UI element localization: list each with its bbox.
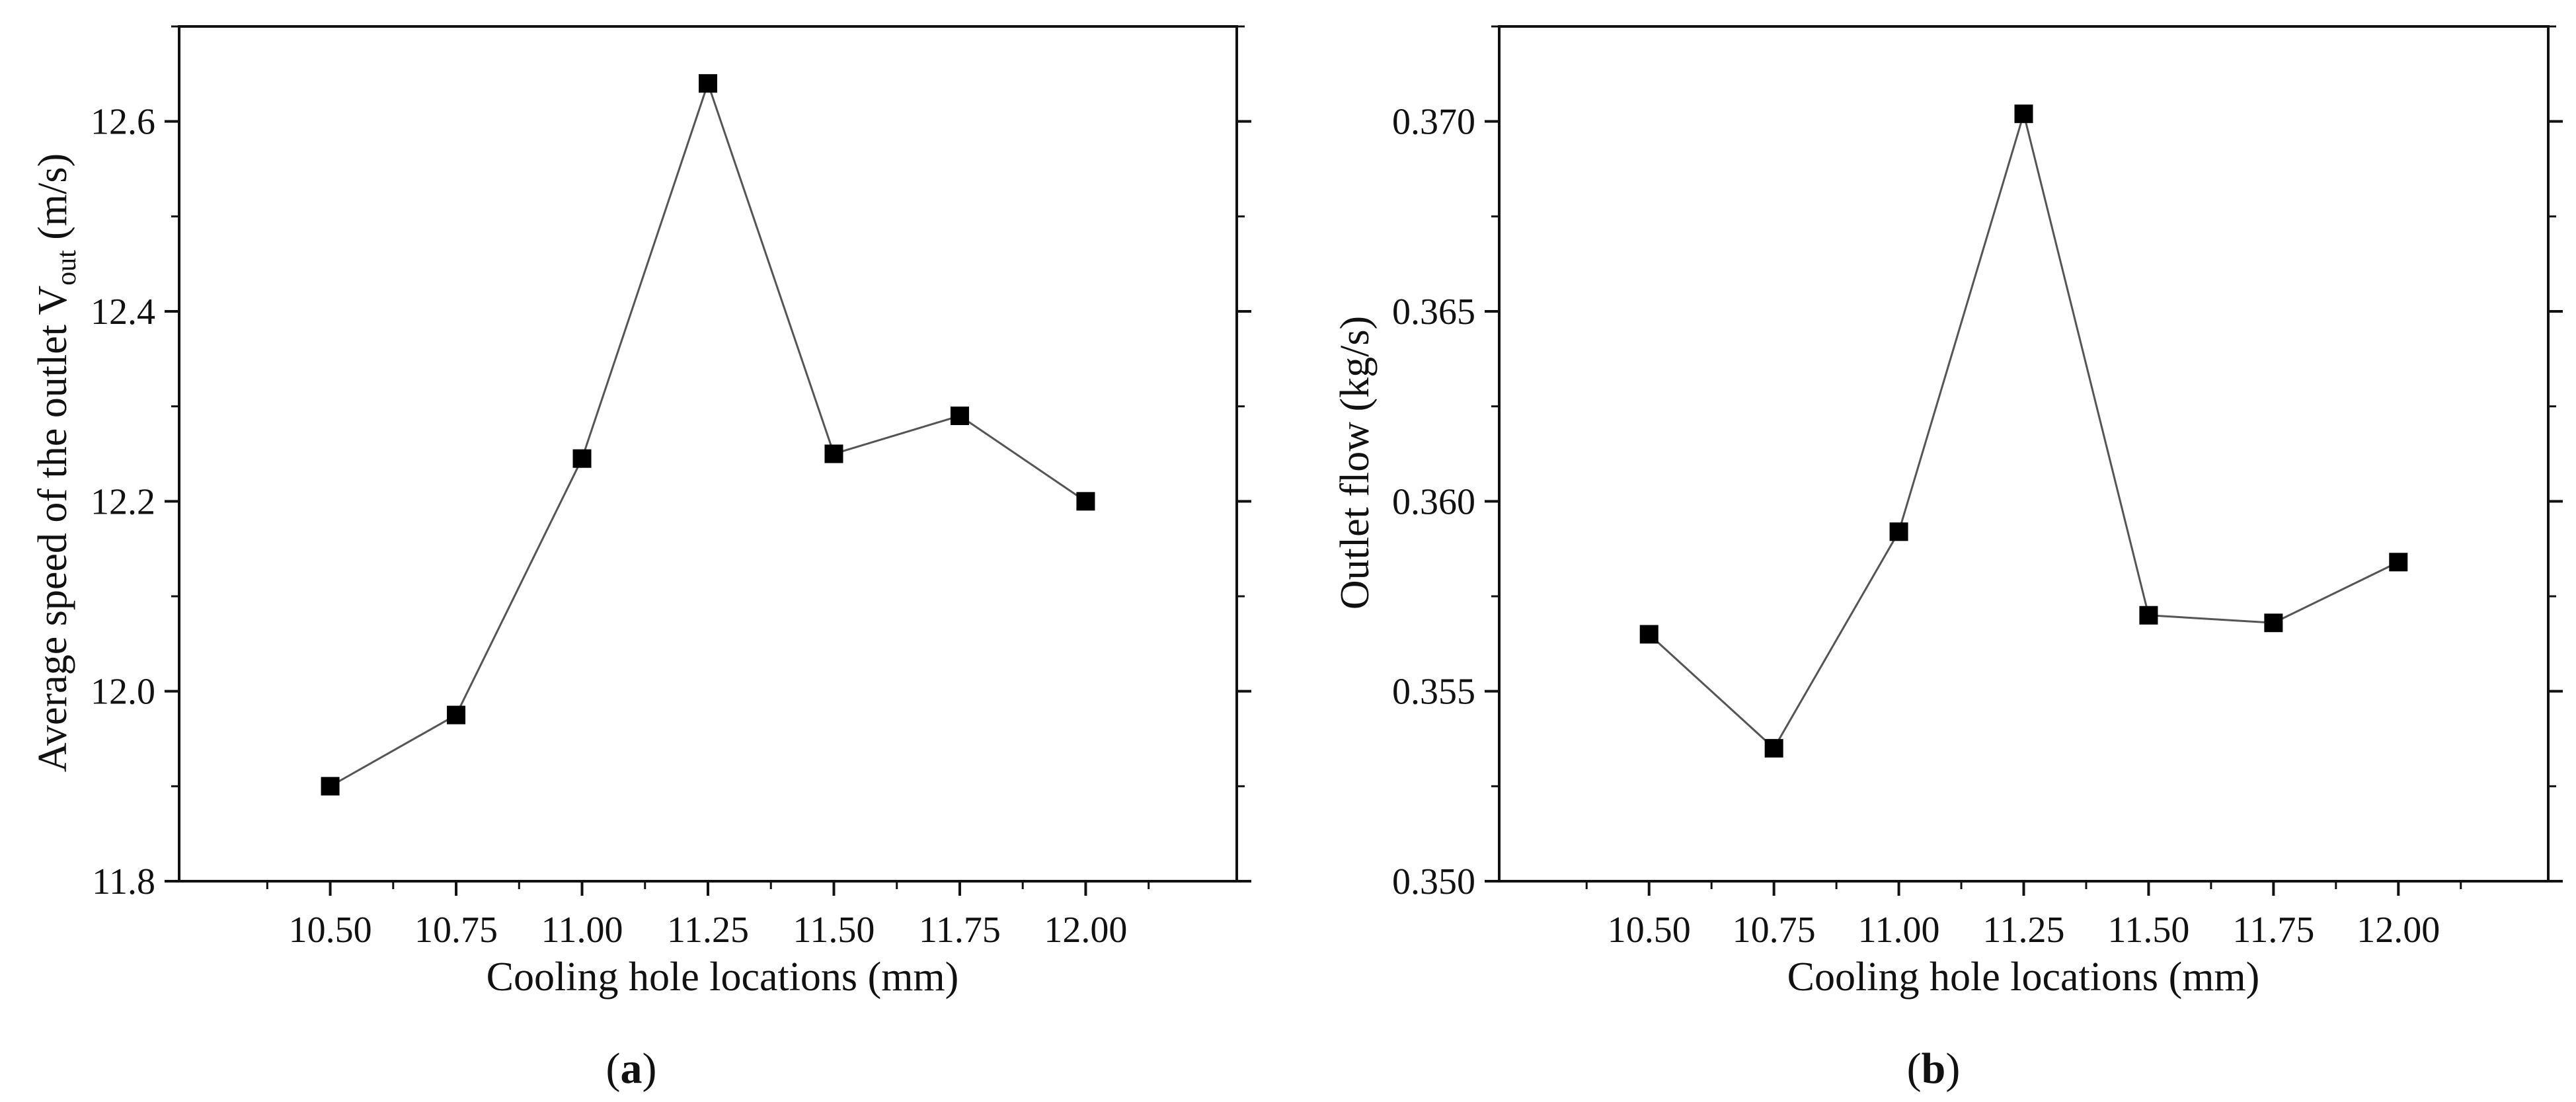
y-tick-label-a: 11.8 <box>92 861 155 902</box>
chart-panel-a: Average speed of the outlet Vout (m/s) C… <box>30 25 1251 1093</box>
data-point-b <box>1639 625 1659 644</box>
y-tick-label-a: 12.0 <box>91 672 155 713</box>
y-tick-label-b: 0.355 <box>1392 672 1475 713</box>
x-tick-label-b: 10.75 <box>1733 910 1816 951</box>
data-point-b <box>1764 738 1783 758</box>
x-tick-label-b: 11.50 <box>2107 910 2189 951</box>
y-tick-label-a: 12.2 <box>91 481 155 522</box>
x-tick-label-a: 11.00 <box>541 910 623 951</box>
x-tick-label-b: 11.75 <box>2232 910 2314 951</box>
data-point-b <box>2389 553 2408 572</box>
y-tick-label-a: 12.6 <box>91 102 155 143</box>
data-point-a <box>447 705 466 725</box>
data-point-a <box>572 449 592 468</box>
y-tick-label-b: 0.350 <box>1392 861 1475 902</box>
plot-frame-a <box>178 25 1238 883</box>
y-axis-title-b: Outlet flow (kg/s) <box>1333 316 1378 610</box>
x-tick-label-a: 11.25 <box>667 910 749 951</box>
x-tick-label-b: 11.00 <box>1858 910 1940 951</box>
panel-caption-a: (a) <box>606 1044 657 1093</box>
x-tick-label-a: 12.00 <box>1044 910 1127 951</box>
x-tick-label-b: 10.50 <box>1608 910 1691 951</box>
data-point-a <box>950 407 969 426</box>
data-point-b <box>1889 522 1908 541</box>
data-point-b <box>2264 613 2283 633</box>
x-tick-label-a: 11.50 <box>793 910 875 951</box>
y-tick-label-b: 0.365 <box>1392 292 1475 333</box>
x-axis-title-b: Cooling hole locations (mm) <box>1787 955 2260 1000</box>
x-tick-label-a: 11.75 <box>919 910 1001 951</box>
x-tick-label-b: 12.00 <box>2357 910 2440 951</box>
series-line-b <box>1648 110 2399 750</box>
panel-caption-b: (b) <box>1907 1044 1961 1093</box>
y-tick-label-b: 0.360 <box>1392 481 1475 522</box>
y-axis-title-a: Average speed of the outlet Vout (m/s) <box>30 153 82 772</box>
data-point-a <box>699 74 717 93</box>
data-point-a <box>824 444 843 463</box>
x-axis-title-a: Cooling hole locations (mm) <box>487 955 959 1000</box>
plot-frame-b <box>1498 25 2550 883</box>
y-tick-label-a: 12.4 <box>91 292 155 333</box>
x-tick-label-a: 10.75 <box>414 910 498 951</box>
data-point-b <box>2014 104 2033 124</box>
data-point-b <box>2139 606 2158 625</box>
data-point-a <box>1076 492 1095 511</box>
chart-panel-b: Outlet flow (kg/s) Cooling hole location… <box>1333 25 2563 1093</box>
x-tick-label-b: 11.25 <box>1983 910 2065 951</box>
x-tick-label-a: 10.50 <box>289 910 372 951</box>
y-tick-label-b: 0.370 <box>1392 102 1475 143</box>
series-line-a <box>329 80 1087 787</box>
data-point-a <box>321 777 340 796</box>
